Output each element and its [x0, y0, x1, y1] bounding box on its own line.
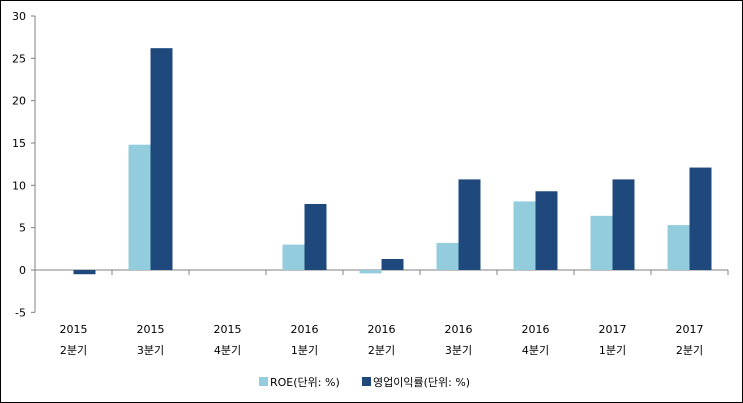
- y-tick-label: 10: [12, 179, 26, 192]
- legend-swatch: [362, 377, 371, 386]
- y-tick-label: 5: [19, 222, 26, 235]
- bar-operating-margin: [689, 167, 712, 270]
- bar-roe: [436, 242, 459, 270]
- bar-operating-margin: [535, 191, 558, 270]
- x-tick-label-year: 2016: [522, 323, 550, 336]
- x-tick-label-quarter: 2분기: [676, 344, 703, 357]
- x-tick-label-quarter: 1분기: [291, 344, 318, 357]
- bar-roe: [359, 270, 382, 274]
- x-tick-label-year: 2015: [60, 323, 88, 336]
- x-tick-label-year: 2016: [368, 323, 396, 336]
- bar-operating-margin: [458, 179, 481, 270]
- x-tick-label-quarter: 3분기: [445, 344, 472, 357]
- x-tick-label-quarter: 4분기: [214, 344, 241, 357]
- x-tick-label-year: 2017: [599, 323, 627, 336]
- legend-label: 영업이익률(단위: %): [373, 376, 470, 389]
- x-tick-label-year: 2017: [676, 323, 704, 336]
- legend-swatch: [259, 377, 268, 386]
- y-tick-label: 20: [12, 95, 26, 108]
- x-tick-label-year: 2016: [445, 323, 473, 336]
- x-tick-label-quarter: 2분기: [368, 344, 395, 357]
- bar-roe: [667, 225, 690, 270]
- x-tick-label-quarter: 4분기: [522, 344, 549, 357]
- x-tick-label-year: 2015: [137, 323, 165, 336]
- bar-roe: [590, 215, 613, 270]
- x-tick-label-quarter: 3분기: [137, 344, 164, 357]
- y-tick-label: -5: [15, 306, 26, 319]
- x-tick-label-quarter: 1분기: [599, 344, 626, 357]
- y-tick-label: 0: [19, 264, 26, 277]
- bar-operating-margin: [612, 179, 635, 270]
- bar-roe: [128, 144, 151, 270]
- y-tick-label: 30: [12, 10, 26, 23]
- bar-operating-margin: [150, 48, 173, 270]
- legend-label: ROE(단위: %): [270, 376, 340, 389]
- y-tick-label: 25: [12, 52, 26, 65]
- y-tick-label: 15: [12, 137, 26, 150]
- bar-operating-margin: [73, 270, 96, 275]
- bar-operating-margin: [304, 203, 327, 270]
- bar-roe: [513, 201, 536, 270]
- x-tick-label-year: 2016: [291, 323, 319, 336]
- x-tick-label-year: 2015: [214, 323, 242, 336]
- bar-operating-margin: [381, 258, 404, 270]
- x-tick-label-quarter: 2분기: [60, 344, 87, 357]
- bar-roe: [282, 244, 305, 270]
